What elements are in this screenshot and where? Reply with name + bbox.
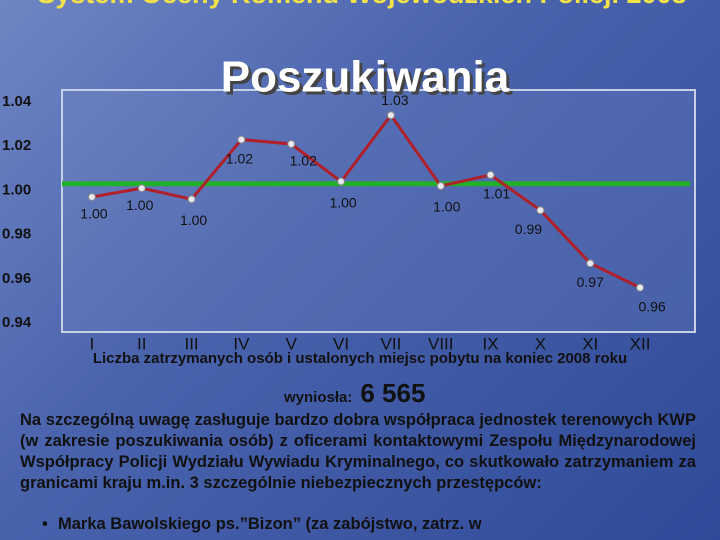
data-label: 1.00 xyxy=(433,199,460,215)
paragraph: Na szczególną uwagę zasługuje bardzo dob… xyxy=(20,411,696,492)
summary-prefix: wyniosła: xyxy=(284,389,353,406)
x-tick-label: IV xyxy=(233,334,250,353)
data-label: 1.00 xyxy=(126,197,153,213)
y-tick-label: 1.04 xyxy=(2,93,32,110)
data-point xyxy=(636,283,645,292)
x-tick-label: II xyxy=(137,334,146,353)
data-point xyxy=(486,170,495,179)
y-tick-label: 1.00 xyxy=(2,181,31,198)
data-point xyxy=(87,193,96,202)
data-label: 1.00 xyxy=(180,212,207,228)
plot-area xyxy=(61,89,696,333)
data-label: 1.02 xyxy=(290,153,317,169)
data-label: 1.00 xyxy=(329,194,356,210)
x-tick-label: V xyxy=(286,334,298,353)
x-tick-label: X xyxy=(535,334,546,353)
x-tick-label: VI xyxy=(333,334,349,353)
subtitle-shadow: Poszukiwania xyxy=(224,56,513,105)
data-label: 1.00 xyxy=(80,206,107,222)
x-tick-label: XII xyxy=(630,334,651,353)
data-point xyxy=(436,181,445,190)
summary-value: 6 565 xyxy=(360,378,426,408)
data-label: 0.96 xyxy=(638,298,665,314)
bullet: Marka Bawolskiego ps.”Bizon” (za zabójst… xyxy=(42,515,696,534)
data-label: 1.02 xyxy=(226,150,253,166)
data-label: 1.03 xyxy=(381,92,408,108)
data-point xyxy=(337,177,346,186)
data-point xyxy=(237,135,246,144)
data-point xyxy=(137,184,146,193)
x-tick-label: XI xyxy=(582,334,598,353)
data-point xyxy=(187,195,196,204)
x-tick-label: I xyxy=(90,334,95,353)
data-point xyxy=(386,111,395,120)
data-label: 0.99 xyxy=(515,221,542,237)
data-point xyxy=(586,259,595,268)
y-tick-label: 0.98 xyxy=(2,226,31,243)
x-tick-label: III xyxy=(184,334,198,353)
y-tick-label: 1.02 xyxy=(2,137,31,154)
y-tick-label: 0.94 xyxy=(2,314,32,331)
y-tick-label: 0.96 xyxy=(2,270,31,287)
data-label: 0.97 xyxy=(577,274,604,290)
data-point xyxy=(287,139,296,148)
subtitle: Poszukiwania xyxy=(221,53,510,102)
summary: wyniosła: 6 565 xyxy=(284,378,425,409)
slide-title: System Oceny Komend Wojewódzkich Policji… xyxy=(37,0,686,9)
data-line xyxy=(91,112,641,289)
x-tick-label: IX xyxy=(483,334,499,353)
data-point xyxy=(536,206,545,215)
data-label: 1.01 xyxy=(483,186,510,202)
x-tick-label: VIII xyxy=(428,334,454,353)
summary-label: Liczba zatrzymanych osób i ustalonych mi… xyxy=(92,350,628,367)
x-tick-label: VII xyxy=(381,334,402,353)
